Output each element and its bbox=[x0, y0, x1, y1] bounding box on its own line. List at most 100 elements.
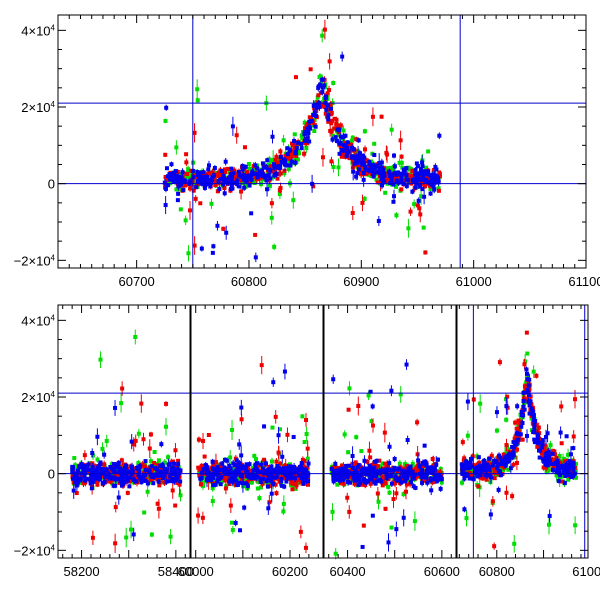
red-data-point bbox=[140, 462, 145, 467]
blue-data-point bbox=[337, 151, 342, 156]
blue-data-point bbox=[150, 474, 155, 479]
green-data-point bbox=[277, 427, 282, 432]
blue-data-point bbox=[293, 151, 298, 156]
blue-data-point bbox=[330, 137, 335, 142]
blue-data-point bbox=[285, 152, 290, 157]
blue-data-point bbox=[253, 163, 258, 168]
axes-frame bbox=[57, 304, 191, 559]
blue-data-point bbox=[131, 532, 136, 537]
blue-data-point bbox=[125, 478, 130, 483]
red-data-point bbox=[228, 503, 233, 508]
green-data-point bbox=[304, 145, 309, 150]
blue-data-point bbox=[171, 477, 176, 482]
blue-data-point bbox=[416, 177, 421, 182]
red-data-point bbox=[323, 111, 328, 116]
red-data-point bbox=[422, 182, 427, 187]
blue-data-point bbox=[208, 180, 213, 185]
blue-data-point bbox=[150, 464, 155, 469]
blue-data-point bbox=[338, 134, 343, 139]
green-data-point bbox=[362, 196, 367, 201]
red-data-point bbox=[350, 211, 355, 216]
blue-data-point bbox=[196, 174, 201, 179]
red-data-point bbox=[432, 168, 437, 173]
blue-data-point bbox=[81, 468, 86, 473]
red-data-point bbox=[152, 461, 157, 466]
blue-data-point bbox=[261, 165, 266, 170]
red-data-point bbox=[306, 476, 311, 481]
green-data-point bbox=[286, 167, 291, 172]
red-data-point bbox=[273, 482, 278, 487]
red-data-point bbox=[223, 486, 228, 491]
red-data-point bbox=[278, 149, 283, 154]
blue-data-point bbox=[242, 185, 247, 190]
blue-data-point bbox=[162, 467, 167, 472]
red-data-point bbox=[247, 469, 252, 474]
blue-data-point bbox=[261, 172, 266, 177]
blue-data-point bbox=[389, 178, 394, 183]
blue-data-point bbox=[229, 166, 234, 171]
blue-data-point bbox=[413, 167, 418, 172]
green-data-point bbox=[230, 427, 235, 432]
blue-data-point bbox=[206, 163, 211, 168]
red-data-point bbox=[192, 130, 197, 135]
blue-data-point bbox=[157, 469, 162, 474]
blue-data-point bbox=[113, 477, 118, 482]
blue-data-point bbox=[277, 166, 282, 171]
green-data-point bbox=[109, 462, 114, 467]
red-data-point bbox=[423, 250, 428, 255]
green-data-point bbox=[312, 129, 317, 134]
green-data-point bbox=[256, 479, 261, 484]
red-data-point bbox=[234, 133, 239, 138]
blue-data-point bbox=[216, 179, 221, 184]
blue-data-point bbox=[163, 186, 168, 191]
blue-data-point bbox=[343, 133, 348, 138]
data-points bbox=[196, 356, 311, 554]
blue-data-point bbox=[420, 160, 425, 165]
blue-data-point bbox=[161, 464, 166, 469]
y-tick-label: 4×104 bbox=[21, 23, 55, 38]
green-data-point bbox=[271, 157, 276, 162]
red-data-point bbox=[196, 465, 201, 470]
blue-data-point bbox=[262, 175, 267, 180]
red-data-point bbox=[360, 200, 365, 205]
blue-data-point bbox=[253, 255, 258, 260]
blue-data-point bbox=[367, 161, 372, 166]
blue-data-point bbox=[278, 154, 283, 159]
red-data-point bbox=[133, 438, 138, 443]
green-data-point bbox=[152, 463, 157, 468]
green-data-point bbox=[243, 478, 248, 483]
green-data-point bbox=[295, 481, 300, 486]
blue-data-point bbox=[106, 475, 111, 480]
green-data-point bbox=[383, 190, 388, 195]
green-data-point bbox=[168, 180, 173, 185]
blue-data-point bbox=[426, 172, 431, 177]
blue-data-point bbox=[167, 172, 172, 177]
red-data-point bbox=[198, 201, 203, 206]
blue-data-point bbox=[120, 475, 125, 480]
green-data-point bbox=[115, 480, 120, 485]
green-data-point bbox=[257, 496, 262, 501]
green-data-point bbox=[291, 198, 296, 203]
blue-data-point bbox=[188, 179, 193, 184]
green-data-point bbox=[230, 527, 235, 532]
green-data-point bbox=[320, 33, 325, 38]
red-data-point bbox=[156, 506, 161, 511]
blue-data-point bbox=[358, 155, 363, 160]
green-data-point bbox=[292, 484, 297, 489]
red-data-point bbox=[175, 480, 180, 485]
blue-data-point bbox=[98, 466, 103, 471]
data-points bbox=[162, 19, 442, 263]
green-data-point bbox=[362, 129, 367, 134]
blue-data-point bbox=[204, 175, 209, 180]
red-data-point bbox=[283, 154, 288, 159]
blue-data-point bbox=[387, 169, 392, 174]
blue-data-point bbox=[179, 175, 184, 180]
red-data-point bbox=[322, 104, 327, 109]
blue-data-point bbox=[102, 452, 107, 457]
red-data-point bbox=[329, 121, 334, 126]
red-data-point bbox=[277, 188, 282, 193]
blue-data-point bbox=[140, 477, 145, 482]
red-data-point bbox=[167, 466, 172, 471]
red-data-point bbox=[327, 88, 332, 93]
blue-data-point bbox=[118, 478, 123, 483]
